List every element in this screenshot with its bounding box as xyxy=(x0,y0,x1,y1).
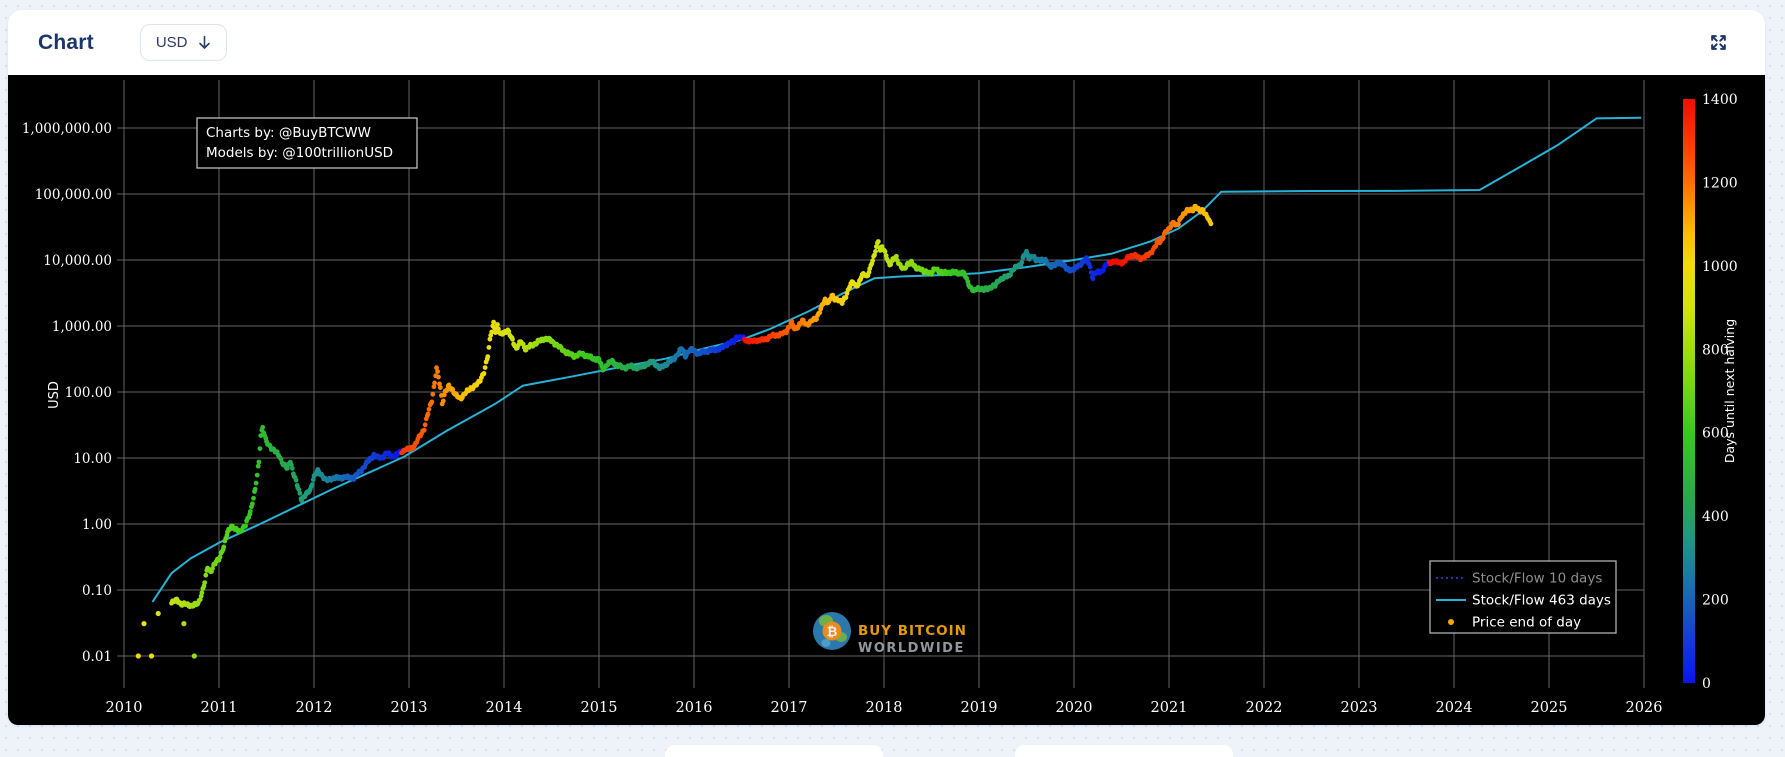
panel-below-peek xyxy=(1015,745,1233,757)
svg-text:10,000.00: 10,000.00 xyxy=(43,253,112,269)
svg-text:2026: 2026 xyxy=(1626,700,1663,716)
svg-text:2012: 2012 xyxy=(296,700,333,716)
svg-text:400: 400 xyxy=(1702,509,1729,525)
svg-text:600: 600 xyxy=(1702,426,1729,442)
svg-text:2014: 2014 xyxy=(486,700,523,716)
y-axis-title: USD xyxy=(47,381,62,409)
svg-text:1000: 1000 xyxy=(1702,259,1738,275)
currency-value: USD xyxy=(155,34,188,51)
svg-text:0.10: 0.10 xyxy=(82,583,112,599)
price-dots[interactable] xyxy=(135,203,1214,659)
svg-text:2023: 2023 xyxy=(1341,700,1378,716)
svg-text:100,000.00: 100,000.00 xyxy=(35,187,112,203)
svg-text:Price end of day: Price end of day xyxy=(1472,615,1581,631)
panel-below-peek xyxy=(665,745,883,757)
legend-item-stock-flow-463-days[interactable]: Stock/Flow 463 days xyxy=(1436,593,1611,609)
svg-text:1,000,000.00: 1,000,000.00 xyxy=(22,121,112,137)
gridlines xyxy=(117,80,1645,688)
svg-text:2024: 2024 xyxy=(1436,700,1473,716)
svg-text:100.00: 100.00 xyxy=(65,385,112,401)
svg-text:Stock/Flow 463 days: Stock/Flow 463 days xyxy=(1472,593,1611,609)
expand-icon xyxy=(1710,35,1726,50)
svg-text:2016: 2016 xyxy=(676,700,713,716)
chart-toolbar: Chart USD xyxy=(8,10,1765,75)
svg-text:WORLDWIDE: WORLDWIDE xyxy=(858,641,965,656)
svg-text:0.01: 0.01 xyxy=(82,649,112,665)
svg-text:2015: 2015 xyxy=(581,700,618,716)
x-axis-labels: 2010 2011 2012 2013 2014 2015 2016 2017 2018 2019… xyxy=(106,700,1663,716)
svg-text:2013: 2013 xyxy=(391,700,428,716)
legend-item-price-end-of-day[interactable]: Price end of day xyxy=(1448,615,1581,631)
y-axis-labels: 0.01 0.10 1.00 10.00 100.00 1,000.00 10,000.00… xyxy=(22,121,112,665)
svg-text:2011: 2011 xyxy=(201,700,238,716)
colorbar: 0 200 400 600 800 1000 1200 1400 Days until next… xyxy=(1683,92,1738,692)
svg-text:1,000.00: 1,000.00 xyxy=(52,319,112,335)
price-chart[interactable]: 0.01 0.10 1.00 10.00 100.00 1,000.00 10,000.00… xyxy=(8,75,1765,725)
attribution-box: Charts by: @BuyBTCWW Models by: @100trill… xyxy=(196,117,418,169)
svg-text:2025: 2025 xyxy=(1531,700,1568,716)
svg-text:BUY BITCOIN: BUY BITCOIN xyxy=(858,623,967,639)
svg-text:800: 800 xyxy=(1702,342,1729,358)
fullscreen-button[interactable] xyxy=(1705,30,1731,56)
currency-dropdown[interactable]: USD xyxy=(139,24,227,61)
colorbar-title: Days until next halving xyxy=(1722,319,1737,463)
svg-text:10.00: 10.00 xyxy=(73,451,112,467)
svg-text:Models by: @100trillionUSD: Models by: @100trillionUSD xyxy=(206,145,393,161)
svg-text:2019: 2019 xyxy=(961,700,998,716)
svg-text:1.00: 1.00 xyxy=(82,517,112,533)
svg-text:2022: 2022 xyxy=(1246,700,1283,716)
svg-text:2017: 2017 xyxy=(771,700,808,716)
svg-text:₿: ₿ xyxy=(827,625,838,640)
svg-text:2018: 2018 xyxy=(866,700,903,716)
chart-panel: Chart USD 0.01 0.10 1.00 10.00 100.00 1,000.0… xyxy=(8,10,1765,725)
svg-text:Charts by: @BuyBTCWW: Charts by: @BuyBTCWW xyxy=(206,125,371,141)
svg-text:200: 200 xyxy=(1702,593,1729,609)
panel-title: Chart xyxy=(38,30,94,54)
legend: Stock/Flow 10 days Stock/Flow 463 days Pri… xyxy=(1429,560,1617,634)
svg-text:2020: 2020 xyxy=(1056,700,1093,716)
svg-text:2010: 2010 xyxy=(106,700,143,716)
svg-text:1200: 1200 xyxy=(1702,175,1738,191)
legend-item-stock-flow-10-days[interactable]: Stock/Flow 10 days xyxy=(1436,571,1602,587)
svg-text:1400: 1400 xyxy=(1702,92,1738,108)
buy-bitcoin-worldwide-watermark: ₿ BUY BITCOIN WORLDWIDE xyxy=(813,612,967,656)
chevron-down-icon xyxy=(198,35,210,49)
svg-text:0: 0 xyxy=(1702,676,1711,692)
svg-text:Stock/Flow 10 days: Stock/Flow 10 days xyxy=(1472,571,1602,587)
svg-text:2021: 2021 xyxy=(1151,700,1188,716)
